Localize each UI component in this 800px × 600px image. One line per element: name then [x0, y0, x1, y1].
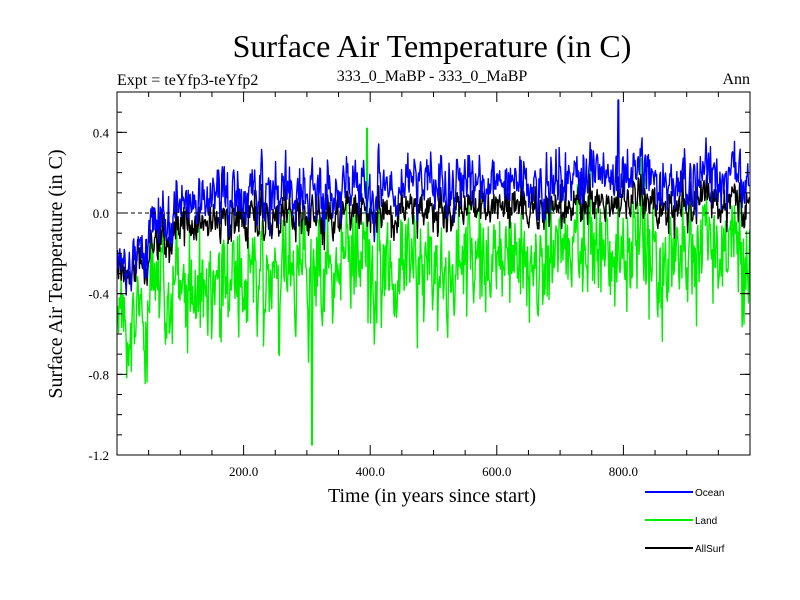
plot-area: [116, 91, 751, 456]
x-tick-label: 400.0: [356, 464, 385, 479]
series-line-ocean: [117, 99, 750, 296]
y-tick-label: -1.2: [88, 448, 109, 463]
x-tick-labels: 200.0 400.0 600.0 800.0: [229, 464, 638, 479]
subtitle-right: Ann: [722, 71, 750, 88]
subtitle-center: 333_0_MaBP - 333_0_MaBP: [337, 68, 528, 85]
x-tick-label: 800.0: [609, 464, 638, 479]
plot-frame: [116, 91, 751, 456]
y-axis-label: Surface Air Temperature (in C): [45, 149, 67, 398]
y-tick-label: 0.4: [93, 125, 110, 140]
y-tick-label: -0.4: [88, 287, 109, 302]
subtitle-left: Expt = teYfp3-teYfp2: [117, 72, 258, 89]
series-line-allsurf: [117, 172, 750, 291]
x-tick-label: 200.0: [229, 464, 258, 479]
tick-layer: [117, 91, 750, 456]
x-axis-label: Time (in years since start): [328, 485, 536, 507]
series-layer: [117, 99, 750, 446]
legend-label-allsurf: AllSurf: [695, 544, 725, 555]
x-tick-label: 600.0: [482, 464, 511, 479]
legend-label-ocean: Ocean: [695, 488, 724, 499]
y-tick-label: 0.0: [93, 206, 109, 221]
y-tick-labels: -1.2 -0.8 -0.4 0.0 0.4: [88, 125, 109, 463]
chart-title: Surface Air Temperature (in C): [233, 28, 632, 64]
legend: Ocean Land AllSurf: [645, 488, 725, 555]
y-tick-label: -0.8: [88, 367, 109, 382]
legend-label-land: Land: [695, 516, 717, 527]
series-line-land: [117, 127, 750, 446]
